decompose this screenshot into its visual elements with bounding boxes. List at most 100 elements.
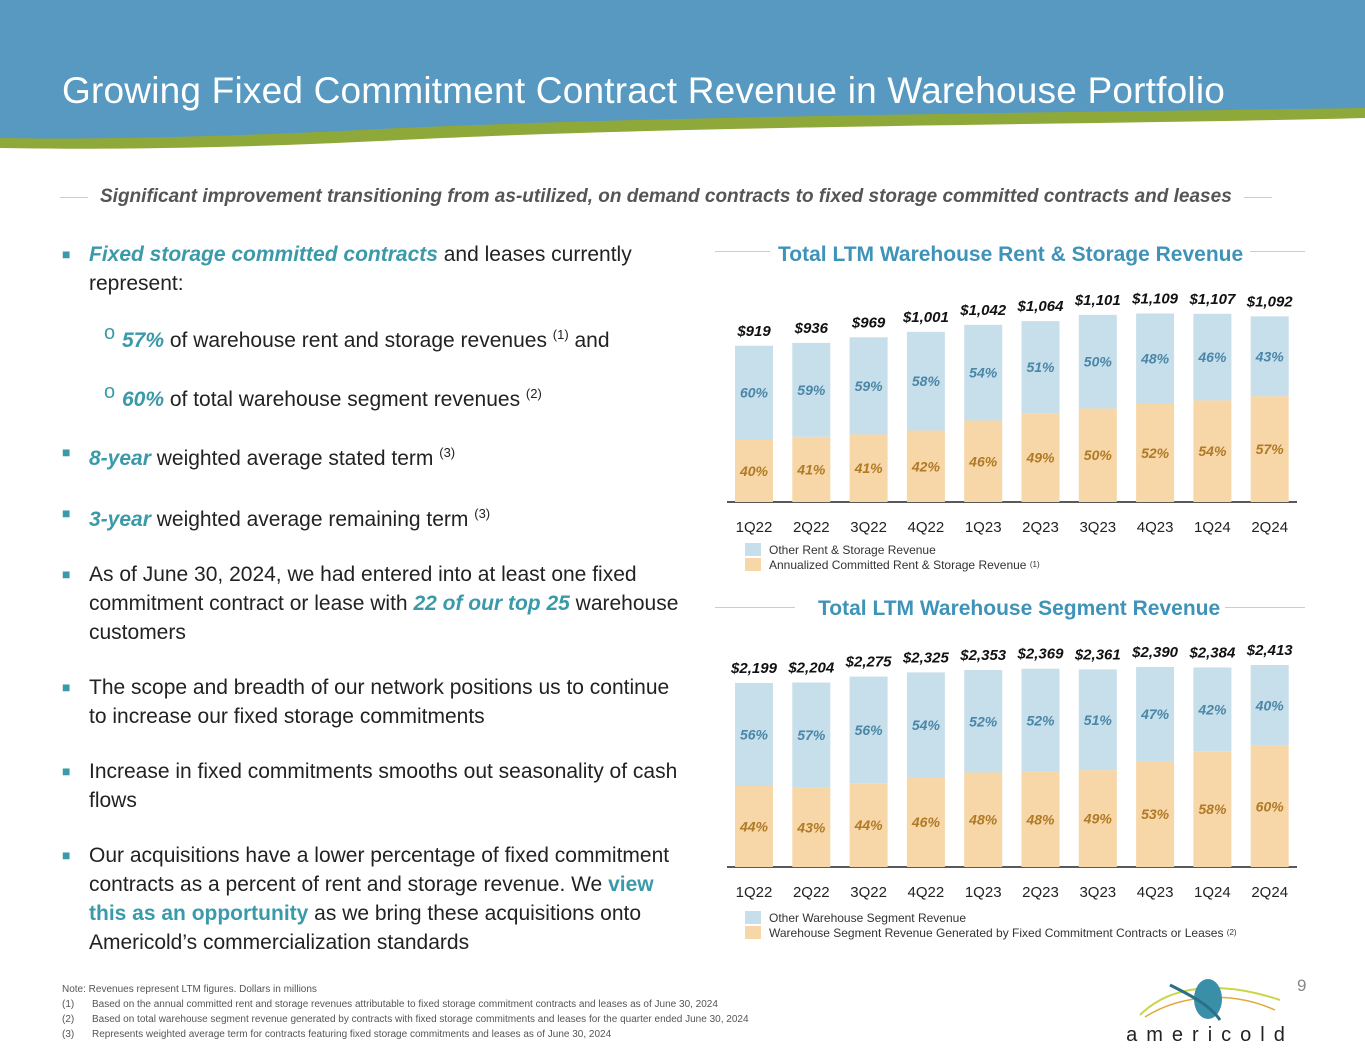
square-bullet-icon: ■: [62, 847, 71, 863]
data-label-other: 47%: [1140, 706, 1170, 722]
highlight: Fixed storage committed contracts: [89, 243, 438, 266]
footnote: (1) Based on the annual committed rent an…: [62, 997, 749, 1012]
total-label: $2,353: [959, 647, 1007, 664]
x-tick-label: 1Q24: [1194, 884, 1231, 901]
footnote-number: (3): [62, 1029, 75, 1040]
legend-label: Annualized Committed Rent & Storage Reve…: [769, 557, 1027, 572]
circle-bullet-icon: o: [104, 381, 116, 403]
bar-segment-committed: [964, 772, 1003, 867]
square-bullet-icon: ■: [62, 679, 71, 695]
x-tick-label: 2Q24: [1251, 884, 1288, 901]
data-label-other: 60%: [740, 385, 769, 401]
bar-segment-committed: [1078, 770, 1117, 867]
footnote-text: Represents weighted average term for con…: [92, 1029, 612, 1040]
bar-segment-other: [906, 672, 945, 778]
total-label: $969: [851, 314, 886, 331]
bar-segment-other: [735, 345, 773, 440]
data-label-other: 58%: [912, 373, 941, 389]
text: Increase in fixed commitments smooths ou…: [89, 760, 678, 812]
text: of total warehouse segment revenues: [164, 388, 526, 411]
header-banner: [0, 0, 1365, 149]
data-label-committed: 43%: [796, 819, 826, 835]
bar-segment-other: [1021, 668, 1060, 772]
square-bullet-icon: ■: [62, 505, 71, 521]
bar-segment-committed: [735, 786, 773, 867]
x-tick-label: 2Q24: [1251, 519, 1288, 536]
bar-segment-committed: [849, 434, 888, 502]
bar-segment-other: [964, 670, 1003, 773]
data-label-committed: 54%: [1198, 443, 1227, 459]
bar-segment-other: [906, 331, 945, 431]
footnote-ref: (3): [474, 506, 491, 521]
total-label: $2,204: [787, 660, 835, 677]
bullet-item: ■ Fixed storage committed contracts and l…: [62, 240, 682, 298]
total-label: $1,064: [1017, 298, 1065, 315]
footnote-number: (2): [62, 1014, 75, 1025]
x-tick-label: 1Q22: [736, 519, 773, 536]
bar-segment-other: [964, 324, 1003, 421]
data-label-committed: 46%: [911, 814, 941, 830]
bullet-item: ■ As of June 30, 2024, we had entered int…: [62, 560, 682, 647]
legend-label: Warehouse Segment Revenue Generated by F…: [769, 925, 1224, 940]
divider: [1225, 607, 1305, 608]
legend-item: Other Rent & Storage Revenue: [745, 542, 1040, 557]
x-tick-label: 2Q23: [1022, 884, 1059, 901]
total-label: $2,361: [1074, 646, 1121, 663]
highlight: 60%: [122, 388, 165, 411]
footnote: (3) Represents weighted average term for …: [62, 1027, 749, 1042]
data-label-other: 57%: [797, 727, 826, 743]
data-label-other: 52%: [1026, 712, 1055, 728]
total-label: $1,107: [1188, 291, 1236, 308]
bar-segment-other: [1136, 313, 1175, 404]
total-label: $1,092: [1246, 293, 1294, 310]
data-label-committed: 44%: [854, 817, 884, 833]
sub-bullet-item: o 57% of warehouse rent and storage reven…: [62, 320, 682, 355]
bar-segment-committed: [964, 420, 1003, 502]
total-label: $1,001: [902, 309, 949, 326]
data-label-other: 40%: [1255, 697, 1285, 713]
divider: [1250, 251, 1305, 252]
bar-segment-other: [1021, 321, 1060, 414]
x-tick-label: 3Q23: [1079, 884, 1116, 901]
data-label-other: 59%: [797, 382, 826, 398]
data-label-other: 54%: [969, 365, 998, 381]
bullet-item: ■ 3-year weighted average remaining term …: [62, 499, 682, 534]
bar-segment-other: [735, 682, 773, 787]
text: The scope and breadth of our network pos…: [89, 676, 670, 728]
data-label-other: 59%: [855, 378, 884, 394]
bar-segment-other: [1078, 669, 1117, 771]
x-tick-label: 1Q23: [965, 884, 1002, 901]
page-number: 9: [1297, 976, 1307, 995]
footnote: (2) Based on total warehouse segment reve…: [62, 1012, 749, 1027]
x-tick-label: 3Q22: [850, 519, 887, 536]
square-bullet-icon: ■: [62, 566, 71, 582]
bar-segment-committed: [1136, 403, 1175, 502]
bar-segment-committed: [735, 439, 773, 502]
americold-logo: americold: [1126, 979, 1285, 1045]
square-bullet-icon: ■: [62, 444, 71, 460]
highlight: view this as an opportunity: [89, 873, 654, 925]
total-label: $1,042: [959, 302, 1007, 319]
total-label: $2,390: [1131, 644, 1179, 661]
divider: [715, 251, 770, 252]
square-bullet-icon: ■: [62, 763, 71, 779]
highlight: 3-year: [89, 508, 151, 531]
data-label-other: 54%: [912, 717, 941, 733]
footnote-number: (1): [62, 999, 75, 1010]
legend-item: Annualized Committed Rent & Storage Reve…: [745, 557, 1040, 572]
total-label: $1,109: [1131, 290, 1179, 307]
data-label-committed: 53%: [1141, 806, 1170, 822]
total-label: $1,101: [1074, 292, 1121, 309]
bar-segment-other: [792, 342, 831, 437]
legend-item: Other Warehouse Segment Revenue: [745, 910, 1237, 925]
data-label-committed: 48%: [1025, 811, 1055, 827]
total-label: $936: [794, 320, 829, 337]
footnotes: Note: Revenues represent LTM figures. Do…: [62, 982, 749, 1042]
legend-swatch: [745, 558, 761, 571]
data-label-committed: 49%: [1025, 450, 1055, 466]
data-label-committed: 52%: [1141, 445, 1170, 461]
total-label: $2,413: [1246, 642, 1294, 659]
data-label-committed: 49%: [1083, 811, 1113, 827]
highlight: 8-year: [89, 447, 151, 470]
bar-segment-other: [849, 337, 888, 435]
